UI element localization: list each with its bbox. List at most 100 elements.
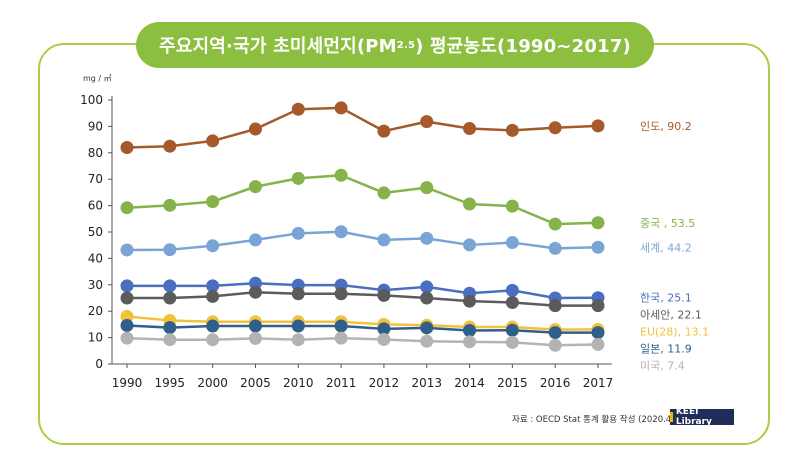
data-point-중국 [291, 171, 305, 185]
data-point-세계 [548, 241, 562, 255]
data-point-인도 [291, 102, 305, 116]
x-tick-label: 2005 [240, 376, 271, 390]
series-label-세계: 세계, 44.2 [640, 241, 692, 254]
data-point-한국 [248, 276, 262, 290]
series-line-세계 [126, 230, 599, 252]
chart-frame [38, 43, 770, 445]
data-point-일본 [505, 323, 519, 337]
y-tick-label: 30 [88, 278, 103, 292]
y-tick-label: 20 [88, 304, 103, 318]
data-point-미국 [163, 333, 177, 347]
data-point-중국 [248, 180, 262, 194]
y-tick-label: 90 [88, 119, 103, 133]
data-point-미국 [505, 335, 519, 349]
data-point-인도 [206, 134, 220, 148]
data-point-세계 [591, 240, 605, 254]
data-point-아세안 [206, 289, 220, 303]
data-point-일본 [163, 321, 177, 335]
x-tick-label: 1995 [155, 376, 186, 390]
x-tick-label: 2015 [497, 376, 528, 390]
data-point-인도 [548, 121, 562, 135]
data-point-일본 [206, 319, 220, 333]
data-point-미국 [377, 332, 391, 346]
data-point-중국 [206, 195, 220, 209]
x-tick-label: 2012 [369, 376, 400, 390]
data-point-중국 [591, 216, 605, 230]
data-point-인도 [120, 141, 134, 155]
x-tick-label: 2014 [454, 376, 485, 390]
data-point-세계 [120, 243, 134, 257]
y-axis-label: mg / ㎥ [83, 74, 112, 83]
data-point-인도 [420, 115, 434, 129]
data-point-미국 [334, 331, 348, 345]
data-point-중국 [420, 181, 434, 195]
data-point-일본 [591, 326, 605, 340]
data-point-세계 [377, 233, 391, 247]
x-tick-label: 2017 [583, 376, 614, 390]
series-line-미국 [126, 336, 599, 347]
series-label-EU(28): EU(28), 13.1 [640, 326, 709, 339]
data-point-일본 [420, 321, 434, 335]
data-point-EU(28) [120, 309, 134, 323]
y-tick-label: 40 [88, 251, 103, 265]
data-point-아세안 [591, 299, 605, 313]
series-line-한국 [127, 281, 599, 300]
data-point-아세안 [120, 291, 134, 305]
data-point-미국 [548, 338, 562, 352]
data-point-인도 [163, 139, 177, 153]
data-point-세계 [420, 231, 434, 245]
data-point-아세안 [548, 299, 562, 313]
data-point-한국 [163, 279, 177, 293]
data-point-미국 [420, 334, 434, 348]
series-label-미국: 미국, 7.4 [640, 360, 685, 373]
chart-title-subscript: 2.5 [396, 39, 416, 51]
data-point-아세안 [334, 287, 348, 301]
data-point-중국 [377, 186, 391, 200]
data-point-세계 [291, 226, 305, 240]
data-point-세계 [248, 233, 262, 247]
data-point-미국 [248, 331, 262, 345]
data-point-인도 [505, 123, 519, 137]
data-point-중국 [163, 198, 177, 212]
data-point-한국 [420, 280, 434, 294]
series-label-일본: 일본, 11.9 [640, 342, 692, 356]
data-point-중국 [334, 168, 348, 182]
x-tick-label: 2010 [283, 376, 314, 390]
data-point-중국 [548, 217, 562, 231]
data-point-아세안 [505, 295, 519, 309]
series-label-아세안: 아세안, 22.1 [640, 309, 702, 322]
data-point-한국 [120, 279, 134, 293]
data-point-일본 [548, 326, 562, 340]
chart-title: 주요지역·국가 초미세먼지(PM 2.5) 평균농도(1990~2017) [136, 22, 654, 68]
data-point-인도 [248, 122, 262, 136]
data-point-인도 [377, 124, 391, 138]
data-point-세계 [505, 236, 519, 250]
chart-title-prefix: 주요지역·국가 초미세먼지(PM [159, 36, 397, 57]
data-point-한국 [206, 279, 220, 293]
y-tick-label: 10 [88, 331, 103, 345]
data-point-인도 [463, 122, 477, 136]
x-tick-label: 2000 [197, 376, 228, 390]
y-tick-label: 60 [88, 199, 103, 213]
data-point-일본 [120, 318, 134, 332]
data-point-미국 [591, 337, 605, 351]
data-point-인도 [591, 119, 605, 133]
y-tick-label: 70 [88, 172, 103, 186]
data-point-중국 [505, 199, 519, 213]
series-line-일본 [126, 324, 598, 334]
data-point-일본 [334, 319, 348, 333]
data-point-아세안 [248, 285, 262, 299]
data-point-세계 [334, 225, 348, 239]
y-tick-label: 0 [95, 357, 103, 371]
data-point-미국 [291, 333, 305, 347]
series-line-인도 [126, 106, 599, 149]
source-note: 자료 : OECD Stat 통계 활용 작성 (2020.4) [512, 415, 675, 425]
data-point-아세안 [377, 288, 391, 302]
data-point-중국 [120, 201, 134, 215]
data-point-미국 [463, 335, 477, 349]
x-tick-label: 2013 [411, 376, 442, 390]
series-line-아세안 [127, 290, 598, 307]
keei-library-logo: KEEI Library [670, 407, 734, 427]
x-tick-label: 2016 [540, 376, 571, 390]
